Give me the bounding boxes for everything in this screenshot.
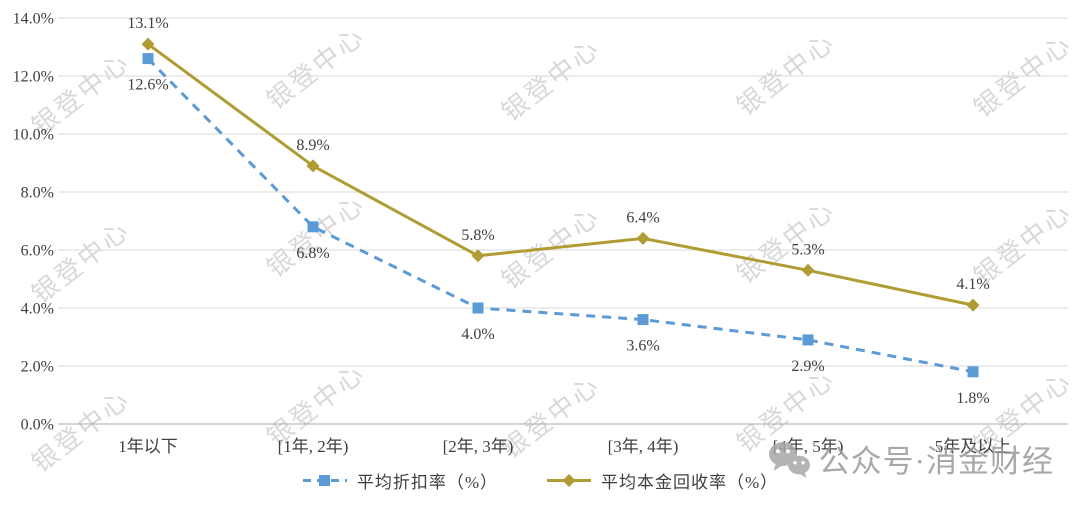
x-category-label: 1年以下 [118,437,178,456]
series-1-data-label: 4.1% [956,276,989,293]
x-category-label: [3年, 4年) [608,437,679,456]
series-1-data-label: 5.3% [791,241,824,258]
series-0-line [146,57,974,374]
legend-item-avg-discount-rate: 平均折扣率（%） [302,468,498,493]
legend-marker-line-diamond-icon [547,474,591,487]
x-category-label: 5年及以上 [935,437,1012,456]
series-1-data-label: 8.9% [296,137,329,154]
x-category-label: [1年, 2年) [278,437,349,456]
wechat-brand-watermark: 公众号·消金财经 [767,436,1054,481]
series-1-line [147,42,974,307]
series-1-data-label: 13.1% [127,15,168,32]
series-1-data-label: 6.4% [626,209,659,226]
series-1: 13.1% 8.9% 5.8% 6.4% 5.3% 4.1% [127,15,990,312]
series-1-marker [801,263,815,277]
y-tick-label: 6.0% [21,243,54,260]
series-0-marker [307,221,319,233]
y-axis-tick-labels: 0.0% 2.0% 4.0% 6.0% 8.0% 10.0% 12.0% 14.0% [13,11,54,434]
y-tick-label: 0.0% [21,417,54,434]
series-0: 12.6% 6.8% 4.0% 3.6% 2.9% 1.8% [127,53,990,407]
series-0-data-label: 1.8% [956,390,989,407]
series-0-marker [967,366,979,378]
series-0-marker [802,334,814,346]
y-tick-label: 14.0% [13,11,54,28]
legend-marker-dashed-square-icon [302,475,347,486]
chart-legend: 平均折扣率（%） 平均本金回收率（%） [0,468,1080,493]
series-1-data-label: 5.8% [461,227,494,244]
series-1-marker [966,298,980,312]
y-tick-label: 2.0% [21,359,54,376]
y-tick-label: 4.0% [21,301,54,318]
x-axis-category-labels: 1年以下 [1年, 2年) [2年, 3年) [3年, 4年) [4年, 5年) 5年及以… [118,437,1011,456]
series-0-data-label: 6.8% [296,245,329,262]
series-0-marker [142,53,154,65]
series-0-marker [472,302,484,314]
series-0-marker [637,314,649,326]
gridlines [58,17,1068,425]
legend-item-avg-principal-recovery-rate: 平均本金回收率（%） [546,468,778,493]
legend-label-avg-discount-rate: 平均折扣率（%） [356,473,498,492]
y-tick-label: 10.0% [13,127,54,144]
y-tick-label: 8.0% [21,185,54,202]
series-1-marker [141,37,155,51]
brand-text: 公众号·消金财经 [818,444,1054,479]
series-0-data-label: 12.6% [127,77,168,94]
series-1-marker [636,231,650,245]
y-tick-label: 12.0% [13,69,54,86]
series-1-marker [471,249,485,263]
x-category-label: [2年, 3年) [443,437,514,456]
legend-label-avg-principal-recovery-rate: 平均本金回收率（%） [601,473,779,492]
wechat-icon [767,440,811,478]
series-0-data-label: 3.6% [626,338,659,355]
series-1-marker [306,159,320,173]
series-0-data-label: 2.9% [791,358,824,375]
series-0-data-label: 4.0% [461,326,494,343]
